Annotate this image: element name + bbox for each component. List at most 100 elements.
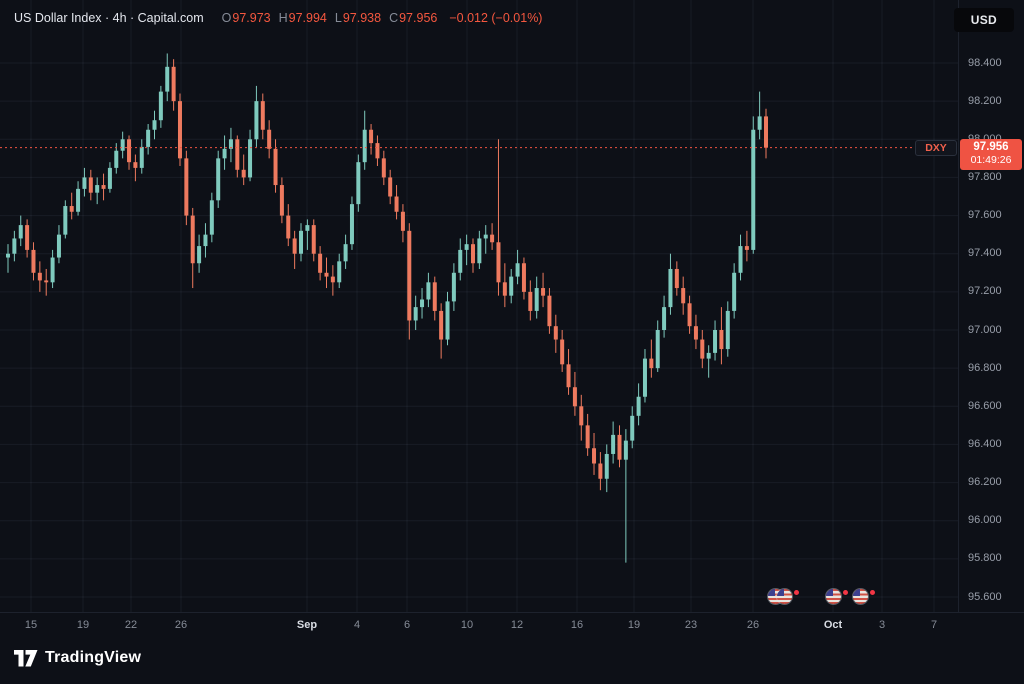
price-scale-label: 95.800 <box>968 552 1002 565</box>
candle-body <box>216 158 221 201</box>
candle-body <box>451 272 456 302</box>
candle-body <box>604 453 609 479</box>
price-change: −0.012 (−0.01%) <box>449 11 543 25</box>
candle-body <box>420 299 425 308</box>
candle-body <box>114 150 119 168</box>
candle-body <box>592 448 597 464</box>
candle-body <box>82 177 87 189</box>
candle-body <box>445 301 450 340</box>
time-scale-label: 23 <box>684 619 698 631</box>
candle-body <box>56 234 61 258</box>
price-scale-label: 95.600 <box>968 590 1002 603</box>
candle-body <box>458 249 463 273</box>
low-value: 97.938 <box>342 11 382 25</box>
time-scale-label: 7 <box>930 619 938 631</box>
candle-body <box>547 295 552 327</box>
candle-body <box>76 188 81 212</box>
bar-countdown: 01:49:26 <box>970 154 1012 167</box>
candle-body <box>197 246 202 264</box>
price-scale-label: 98.200 <box>968 94 1002 107</box>
event-alert-dot <box>794 590 799 595</box>
price-scale-label: 97.400 <box>968 247 1002 260</box>
tradingview-logo-text: TradingView <box>45 649 142 666</box>
time-scale-label: 3 <box>878 619 886 631</box>
open-value: 97.973 <box>232 11 271 25</box>
candle-body <box>668 268 673 308</box>
chart-legend[interactable]: US Dollar Index · 4h · Capital.com O 97.9… <box>14 11 542 25</box>
candle-body <box>18 225 23 239</box>
candle-body <box>426 282 431 300</box>
current-price-value: 97.956 <box>973 140 1009 153</box>
candle-body <box>248 139 253 178</box>
candle-body <box>228 139 233 149</box>
candle-body <box>687 303 692 327</box>
time-scale-label: 6 <box>403 619 411 631</box>
candle-body <box>509 276 514 296</box>
current-price-tag: 97.956 01:49:26 <box>960 138 1022 171</box>
candle-body <box>553 326 558 340</box>
symbol-title[interactable]: US Dollar Index · 4h · Capital.com <box>14 11 204 25</box>
price-scale-label: 97.200 <box>968 285 1002 298</box>
low-label: L <box>334 11 342 25</box>
price-scale-label: 97.600 <box>968 209 1002 222</box>
candle-body <box>649 358 654 369</box>
candle-body <box>413 307 418 321</box>
candle-body <box>107 167 112 189</box>
price-scale[interactable]: 98.40098.20098.00097.80097.60097.40097.2… <box>958 0 1024 612</box>
time-scale-label: 19 <box>627 619 641 631</box>
candle-body <box>541 288 546 296</box>
candle-body <box>496 242 501 283</box>
candle-body <box>598 463 603 479</box>
candle-body <box>362 129 367 163</box>
candle-body <box>120 139 125 151</box>
candle-body <box>69 206 74 212</box>
candle-body <box>337 261 342 283</box>
time-scale-label: 4 <box>353 619 361 631</box>
candle-body <box>713 330 718 353</box>
candle-body <box>560 339 565 365</box>
candle-body <box>190 215 195 264</box>
candle-body <box>534 288 539 311</box>
candle-body <box>222 148 227 159</box>
candle-body <box>515 263 520 277</box>
candle-body <box>273 148 278 186</box>
us-flag-icon <box>826 589 841 604</box>
candle-body <box>738 246 743 273</box>
candle-body <box>630 415 635 441</box>
candle-body <box>483 234 488 239</box>
event-alert-dot <box>870 590 875 595</box>
candle-body <box>31 249 36 273</box>
price-scale-label: 98.400 <box>968 56 1002 69</box>
candle-body <box>318 253 323 273</box>
tradingview-logo[interactable]: TradingView <box>14 649 141 667</box>
candle-body <box>12 238 17 254</box>
time-scale[interactable]: 15 19 22 26 Sep 4 6 10 12 16 19 23 26 Oct 3 7 <box>0 612 1024 641</box>
candle-body <box>611 434 616 454</box>
candle-body <box>528 291 533 311</box>
price-scale-label: 97.800 <box>968 170 1002 183</box>
candle-body <box>674 268 679 289</box>
candle-body <box>642 358 647 397</box>
time-scale-label: 19 <box>76 619 90 631</box>
price-scale-label: 96.400 <box>968 437 1002 450</box>
time-scale-label: 15 <box>24 619 38 631</box>
candle-body <box>279 185 284 216</box>
candle-body <box>25 225 30 250</box>
candle-body <box>521 263 526 292</box>
candle-body <box>209 200 214 235</box>
price-scale-label: 96.000 <box>968 514 1002 527</box>
flag-canton <box>826 589 833 596</box>
candle-body <box>139 146 144 168</box>
candle-body <box>439 310 444 340</box>
candle-body <box>636 396 641 416</box>
candle-body <box>719 330 724 350</box>
candle-body <box>324 272 329 277</box>
candle-body <box>177 101 182 159</box>
candle-body <box>88 177 93 193</box>
close-value: 97.956 <box>399 11 438 25</box>
candle-body <box>184 158 189 216</box>
high-value: 97.994 <box>288 11 327 25</box>
currency-usd-button[interactable]: USD <box>953 8 1014 32</box>
candle-body <box>432 282 437 311</box>
